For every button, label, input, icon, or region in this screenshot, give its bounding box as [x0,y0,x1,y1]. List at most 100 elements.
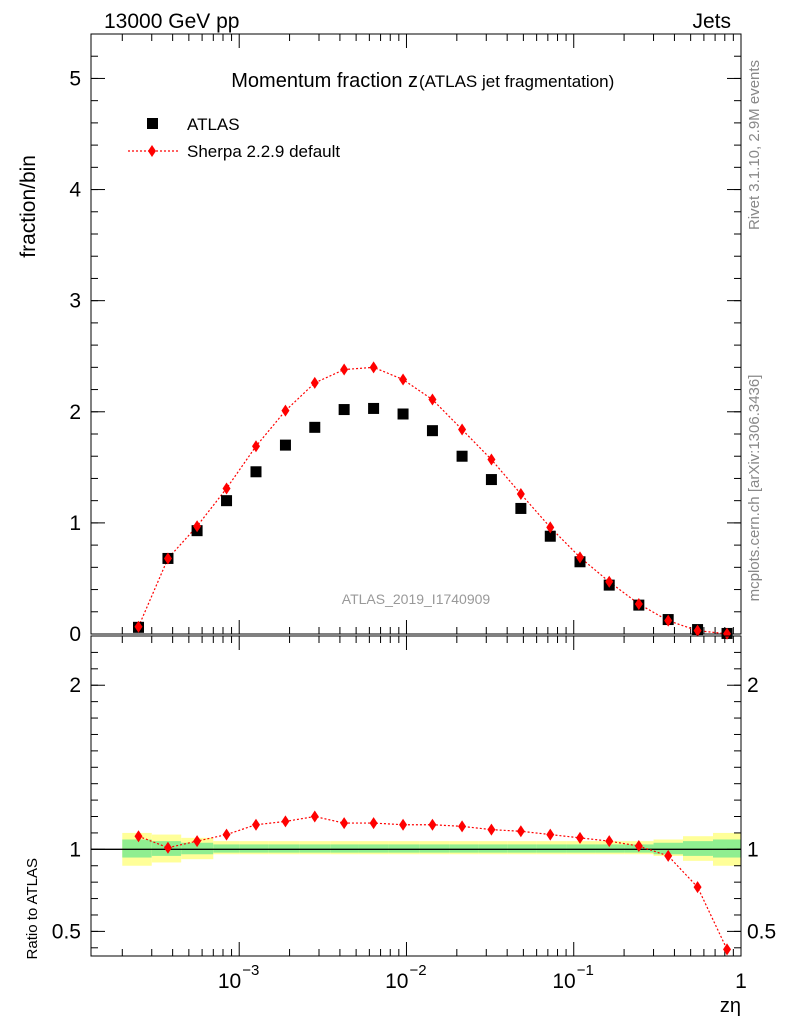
y-tick-label: 5 [69,67,81,90]
sherpa-point [546,521,555,534]
atlas-point [456,450,468,462]
x-tick-label-exponent: −1 [577,962,594,979]
uncertainty-band-inner [478,844,508,853]
sherpa-point [458,423,467,436]
sherpa-point [222,482,231,495]
uncertainty-band-inner [536,844,567,853]
sherpa-point [487,453,496,466]
ratio-sherpa-point [458,820,467,833]
uncertainty-band-inner [299,844,331,853]
rivet-info: Rivet 3.1.10, 2.9M events [746,60,763,230]
legend-sherpa-label: Sherpa 2.2.9 default [187,142,340,161]
ratio-ylabel: Ratio to ATLAS [24,858,41,959]
sherpa-point [134,620,143,633]
uncertainty-band-inner [239,844,269,853]
uncertainty-band-inner [181,842,214,855]
ratio-sherpa-point [163,841,172,854]
sherpa-point [193,520,202,533]
atlas-point [250,466,262,478]
atlas-point [426,425,438,437]
y-tick-label: 1 [69,838,81,861]
x-tick-label: 1 [735,970,747,993]
y-tick-label: 1 [69,512,81,535]
uncertainty-band-inner [122,839,152,858]
ratio-sherpa-point [281,815,290,828]
sherpa-point [664,614,673,627]
uncertainty-band-inner [653,842,683,855]
uncertainty-band-inner [712,839,741,858]
atlas-point [397,408,409,420]
ratio-sherpa-point [546,828,555,841]
uncertainty-band-inner [595,844,625,853]
uncertainty-band-inner [682,841,713,856]
main-title: Momentum fraction z [231,70,418,92]
ratio-sherpa-point [399,818,408,831]
uncertainty-band-inner [330,844,359,853]
y-tick-label: 2 [69,401,81,424]
sherpa-point [575,551,584,564]
uncertainty-band-inner [388,844,420,853]
ratio-sherpa-point [369,817,378,830]
atlas-point [279,439,291,451]
x-tick-label-exponent: −3 [242,962,259,979]
header-right: Jets [692,10,731,33]
main-panel: 0 1 2 3 4 5 [69,33,742,646]
ratio-sherpa-point [251,818,260,831]
ratio-sherpa-point [428,818,437,831]
legend-sherpa-marker [148,145,156,157]
atlas-point [368,402,380,414]
sherpa-point [516,488,525,500]
atlas-point [485,474,497,486]
uncertainty-band-inner [213,844,240,853]
sherpa-point [310,376,319,389]
sherpa-point [251,440,260,453]
ratio-sherpa-point [516,825,525,838]
x-axis-label: zη [720,995,741,1017]
atlas-point [338,404,350,416]
ratio-sherpa-point [340,817,349,830]
uncertainty-band-inner [507,844,537,853]
y-tick-label: 4 [69,179,81,202]
y-tick-label-right: 2 [747,674,759,697]
ratio-sherpa-point [634,840,643,853]
sherpa-point [399,373,408,386]
legend-atlas-marker [147,118,158,129]
y-tick-label: 0.5 [52,920,81,943]
ratio-sherpa-point [134,830,143,843]
x-tick-label: 10 [385,970,408,993]
uncertainty-band-inner [419,844,450,853]
analysis-watermark: ATLAS_2019_I1740909 [342,591,491,607]
y-tick-label-right: 1 [747,838,759,861]
mcplots-info: mcplots.cern.ch [arXiv:1306.3436] [746,375,763,602]
sherpa-point [634,598,643,610]
main-frame [90,33,742,635]
ratio-frame [90,635,742,957]
ratio-sherpa-point [605,835,614,848]
uncertainty-band-inner [449,844,479,853]
uncertainty-band-inner [566,844,596,853]
ratio-sherpa-point [310,810,319,823]
sherpa-point [163,552,172,565]
y-tick-label: 2 [69,674,81,697]
atlas-point [309,421,321,433]
main-ylabel: fraction/bin [17,155,40,258]
legend-atlas-label: ATLAS [187,115,240,134]
atlas-point [515,502,527,514]
ratio-sherpa-point [193,835,202,848]
ratio-sherpa-point [487,823,496,836]
y-tick-label: 3 [69,290,81,313]
ratio-sherpa-point [575,831,584,844]
legend: ATLAS Sherpa 2.2.9 default [128,115,340,161]
ratio-sherpa-point [222,828,231,841]
ratio-sherpa-point [693,881,702,894]
sherpa-point [369,361,378,374]
sherpa-point [281,404,290,417]
atlas-point [221,495,233,507]
main-title-sub: (ATLAS jet fragmentation) [419,72,614,91]
x-tick-label: 10 [218,970,241,993]
ratio-sherpa-point [664,849,673,862]
uncertainty-band-inner [268,844,300,853]
ratio-sherpa-point [723,943,732,956]
